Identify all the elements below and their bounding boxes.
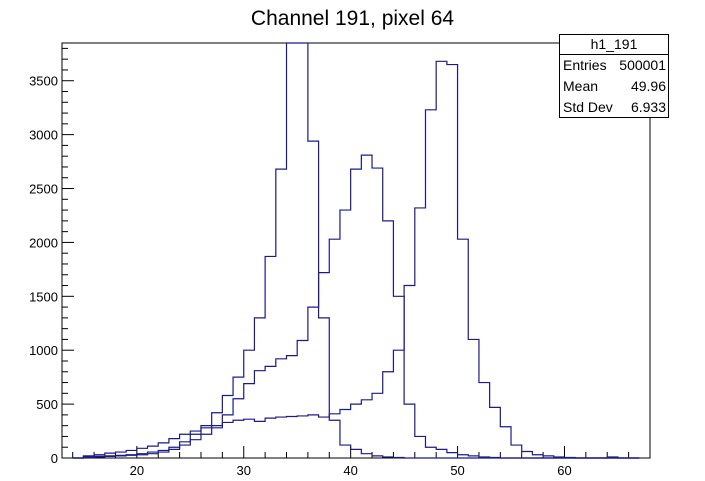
x-axis: 20 30 40 50 60 xyxy=(72,446,651,478)
y-tick-label: 1000 xyxy=(29,343,58,358)
histogram-series-1 xyxy=(72,42,640,459)
stats-box: h1_191 Entries 500001 Mean 49.96 Std Dev… xyxy=(559,34,669,118)
y-tick-label: 1500 xyxy=(29,289,58,304)
y-axis: 0 500 1000 1500 2000 2500 3000 3500 xyxy=(29,47,74,466)
plot-frame xyxy=(61,42,651,459)
stats-row-stddev: Std Dev 6.933 xyxy=(560,97,668,118)
y-tick-label: 2000 xyxy=(29,235,58,250)
y-tick-label: 3000 xyxy=(29,128,58,143)
y-tick-label: 3500 xyxy=(29,74,58,89)
y-tick-label: 2500 xyxy=(29,182,58,197)
stats-value: 6.933 xyxy=(630,99,666,115)
y-tick-label: 500 xyxy=(36,397,58,412)
stats-label: Mean xyxy=(563,78,599,94)
histogram-series-group xyxy=(72,42,640,459)
stats-row-mean: Mean 49.96 xyxy=(560,76,668,97)
chart-title: Channel 191, pixel 64 xyxy=(250,7,455,30)
stats-label: Entries xyxy=(563,57,607,73)
x-tick-label: 20 xyxy=(130,463,144,478)
stats-box-title: h1_191 xyxy=(560,35,668,55)
x-tick-label: 30 xyxy=(237,463,251,478)
x-tick-label: 50 xyxy=(450,463,464,478)
stats-row-entries: Entries 500001 xyxy=(560,55,668,76)
x-tick-label: 60 xyxy=(557,463,571,478)
stats-value: 49.96 xyxy=(630,78,666,94)
stats-value: 500001 xyxy=(619,57,666,73)
y-tick-label: 0 xyxy=(51,451,58,466)
histogram-series-3 xyxy=(72,60,640,459)
histogram-series-2 xyxy=(72,154,640,459)
stats-label: Std Dev xyxy=(563,99,613,115)
x-tick-label: 40 xyxy=(343,463,357,478)
